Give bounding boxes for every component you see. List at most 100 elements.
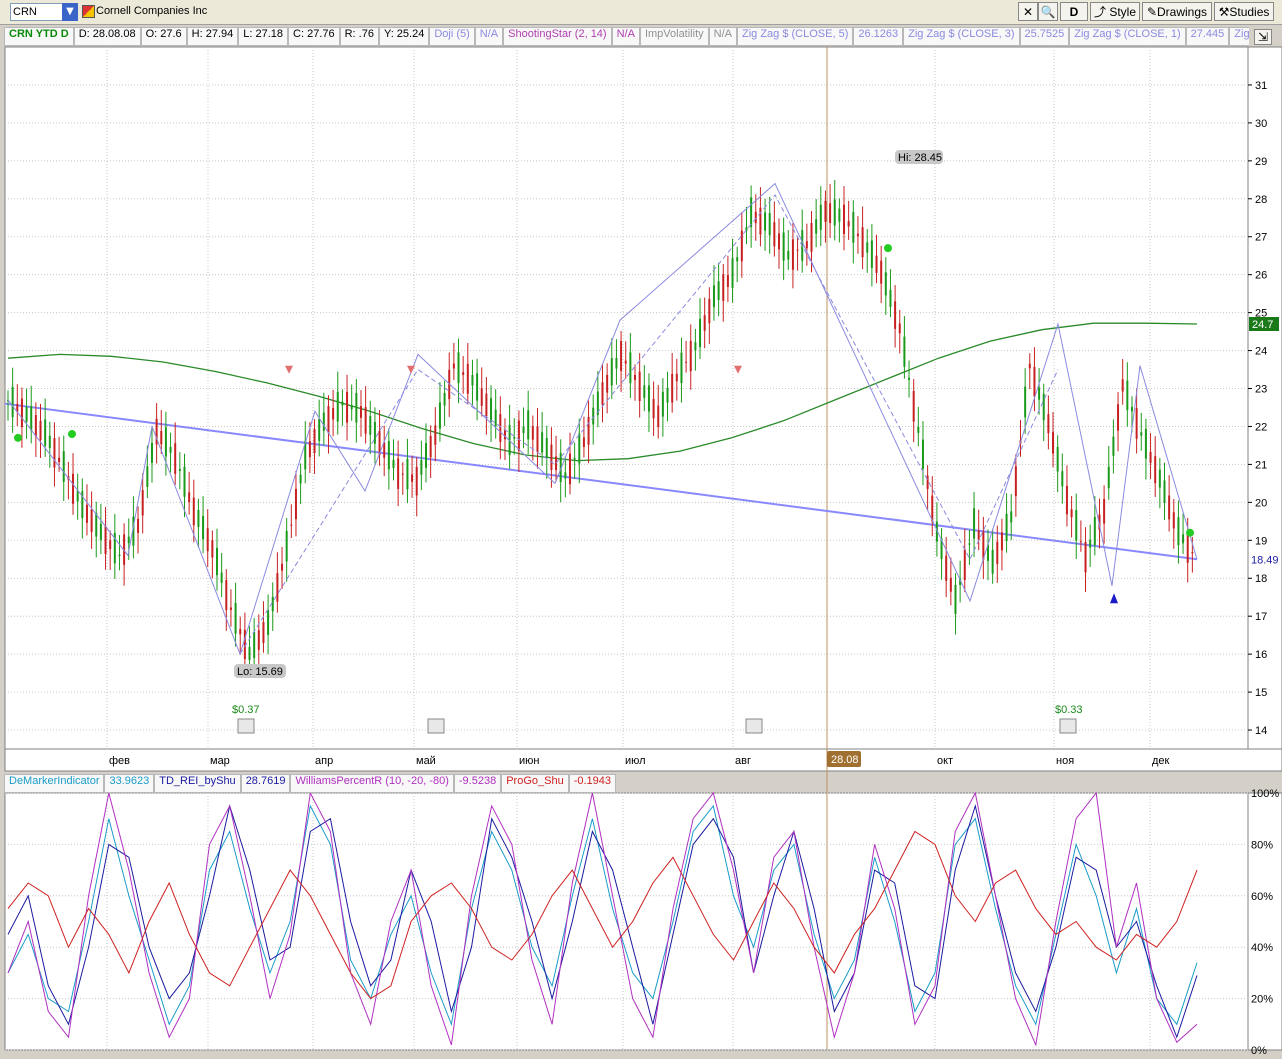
study-name-6[interactable]: Zig Zag $ (CLO...	[1229, 27, 1249, 46]
candle-body	[476, 373, 479, 401]
candle-body	[499, 414, 502, 442]
candle-body	[773, 222, 776, 247]
study-name-0[interactable]: Doji (5)	[429, 27, 475, 46]
style-button[interactable]: ⤴ Style	[1090, 2, 1140, 21]
candle-body	[1112, 436, 1115, 456]
header-y: Y: 25.24	[378, 27, 430, 46]
candle-body	[541, 432, 544, 453]
candle-body	[1098, 514, 1101, 530]
y-tick-label: 17	[1255, 611, 1267, 623]
candle-body	[675, 373, 678, 382]
candle-body	[1154, 456, 1157, 484]
candle-body	[104, 525, 107, 554]
study-name-1[interactable]: ShootingStar (2, 14)	[503, 27, 612, 46]
zoom-tool-button[interactable]: 🔍	[1038, 2, 1058, 21]
candle-body	[197, 509, 200, 527]
candle-body	[1103, 499, 1106, 524]
candle-body	[359, 406, 362, 418]
candle-body	[336, 391, 339, 422]
current-date-box	[827, 751, 861, 767]
candle-body	[304, 441, 307, 470]
x-tick-label: июн	[519, 755, 539, 767]
candle-body	[81, 491, 84, 519]
candle-body	[378, 430, 381, 456]
candle-body	[62, 451, 65, 482]
candle-body	[1010, 511, 1013, 523]
candle-body	[1070, 509, 1073, 518]
collapse-header-button[interactable]: ⇲	[1254, 29, 1272, 45]
study-name-3[interactable]: Zig Zag $ (CLOSE, 5)	[736, 27, 854, 46]
candle-body	[754, 211, 757, 224]
candle-body	[1140, 432, 1143, 436]
candle-body	[72, 473, 75, 504]
candle-body	[327, 405, 330, 433]
candle-body	[555, 456, 558, 471]
candle-body	[411, 474, 414, 482]
candle-body	[1014, 466, 1017, 497]
chart-title[interactable]: CRN YTD D	[4, 27, 74, 46]
lower-study-value-2: -9.5238	[453, 774, 502, 793]
candle-body	[1126, 380, 1129, 411]
candle-body	[1079, 541, 1082, 543]
lower-study-name-2[interactable]: WilliamsPercentR (10, -20, -80)	[290, 774, 454, 793]
candle-body	[85, 504, 88, 523]
candle-body	[1149, 451, 1152, 463]
candle-body	[1163, 480, 1166, 503]
y-tick-label: 15	[1255, 687, 1267, 699]
candle-body	[1135, 408, 1138, 439]
candle-body	[940, 538, 943, 559]
crosshair-tool-button[interactable]: ✕	[1018, 2, 1038, 21]
candle-body	[34, 415, 37, 437]
candle-body	[959, 578, 962, 585]
study-name-4[interactable]: Zig Zag $ (CLOSE, 3)	[903, 27, 1020, 46]
crosshair-icon: ✕	[1022, 5, 1034, 19]
y-tick-label: 24	[1255, 346, 1267, 358]
hi-label: Hi: 28.45	[898, 152, 942, 164]
candle-body	[30, 406, 33, 431]
lower-study-name-0[interactable]: DeMarkerIndicator	[4, 774, 105, 793]
candle-body	[350, 405, 353, 410]
candle-body	[685, 361, 688, 363]
candle-body	[392, 459, 395, 469]
candle-body	[1089, 539, 1092, 548]
candle-body	[109, 540, 112, 550]
candle-body	[513, 436, 516, 439]
studies-button[interactable]: ⚒Studies	[1214, 2, 1274, 21]
candle-body	[689, 340, 692, 372]
study-name-2[interactable]: ImpVolatility	[639, 27, 709, 46]
candle-body	[852, 212, 855, 243]
candle-body	[545, 437, 548, 459]
candle-body	[1000, 532, 1003, 551]
price-panel	[4, 46, 1249, 750]
x-tick-label: ноя	[1056, 755, 1074, 767]
candle-body	[285, 530, 288, 562]
candle-body	[290, 524, 293, 526]
candle-body	[894, 301, 897, 329]
period-button[interactable]: D	[1060, 2, 1088, 21]
candle-body	[610, 358, 613, 386]
symbol-dropdown-button[interactable]: ▼	[62, 3, 78, 21]
header-close: C: 27.76	[288, 27, 340, 46]
expand-icon: ⇲	[1257, 30, 1269, 44]
y-tick-label: 29	[1255, 156, 1267, 168]
drawings-button[interactable]: ✎Drawings	[1142, 2, 1212, 21]
candle-body	[1033, 366, 1036, 397]
candle-body	[750, 197, 753, 228]
time-axis	[4, 748, 1282, 772]
lower-study-name-3[interactable]: ProGo_Shu	[501, 774, 569, 793]
candle-body	[768, 213, 771, 236]
sell-arrow-icon	[734, 365, 742, 374]
x-tick-label: май	[416, 755, 436, 767]
candle-body	[880, 260, 883, 284]
symbol-input[interactable]	[10, 3, 66, 21]
candle-body	[281, 563, 284, 571]
study-name-5[interactable]: Zig Zag $ (CLOSE, 1)	[1069, 27, 1186, 46]
indicator-line-TD_REI_byShu	[7, 803, 1198, 1039]
study-value-4: 25.7525	[1019, 27, 1070, 46]
candle-body	[262, 622, 265, 643]
candle-body	[434, 425, 437, 445]
lower-study-name-1[interactable]: TD_REI_byShu	[154, 774, 241, 793]
candle-body	[671, 373, 674, 403]
candle-body	[926, 475, 929, 489]
y-tick-label: 18	[1255, 573, 1267, 585]
